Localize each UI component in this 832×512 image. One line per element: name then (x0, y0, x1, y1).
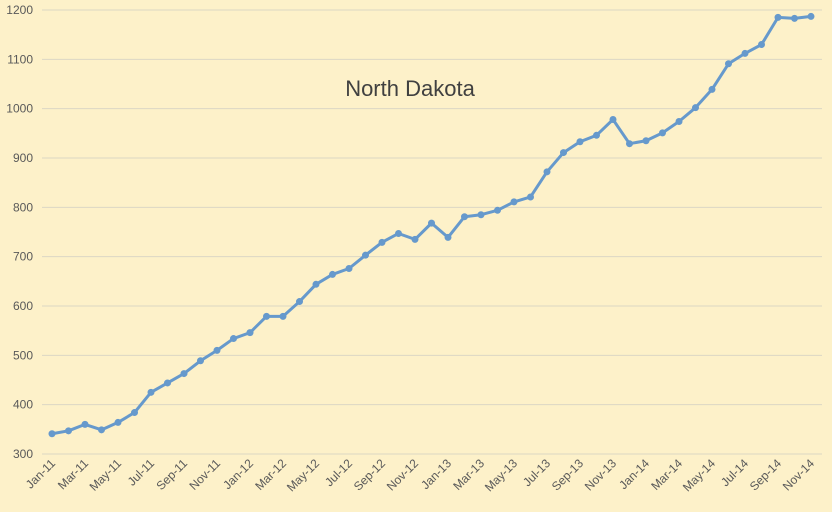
y-tick-label: 800 (13, 200, 33, 214)
point (642, 137, 650, 145)
x-tick-label: Nov-13 (582, 456, 619, 493)
x-tick-label: Sep-13 (549, 456, 586, 493)
x-tick-label: Mar-11 (55, 456, 91, 492)
point (758, 41, 765, 49)
point (312, 280, 320, 288)
x-tick-label: May-12 (284, 456, 322, 494)
y-tick-label: 300 (13, 447, 33, 461)
point (378, 238, 386, 246)
x-tick-label: Mar-12 (252, 456, 289, 493)
point (197, 357, 204, 365)
x-tick-label: Sep-14 (747, 456, 784, 493)
point (708, 85, 716, 93)
point (791, 14, 798, 22)
x-tick-label: Jan-11 (23, 456, 58, 491)
point (411, 235, 419, 243)
y-tick-label: 400 (13, 398, 33, 412)
point (626, 140, 633, 148)
y-tick-label: 700 (13, 250, 33, 264)
point (576, 138, 584, 146)
point (774, 13, 782, 21)
point (461, 213, 468, 221)
point (609, 116, 617, 124)
x-tick-label: Nov-14 (780, 456, 817, 493)
point (428, 219, 435, 227)
point (246, 329, 254, 337)
point (147, 388, 155, 396)
x-tick-label: May-14 (680, 456, 718, 494)
point (543, 168, 551, 176)
x-tick-label: Nov-11 (186, 456, 223, 493)
point (725, 60, 732, 68)
point (560, 149, 567, 157)
point (741, 49, 749, 57)
x-tick-label: Jan-12 (220, 456, 256, 492)
x-tick-label: Jan-13 (418, 456, 454, 492)
x-tick-label: Jan-14 (616, 456, 652, 492)
point (98, 426, 105, 434)
point (164, 379, 171, 387)
point (510, 198, 518, 206)
point (395, 229, 402, 237)
point (345, 265, 353, 273)
point (48, 430, 56, 438)
y-tick-label: 1100 (7, 52, 33, 66)
point (362, 251, 369, 259)
point (527, 193, 534, 201)
point (659, 129, 666, 137)
point (329, 270, 336, 278)
point (296, 298, 303, 306)
x-tick-label: May-13 (482, 456, 520, 494)
point (494, 206, 501, 214)
x-tick-label: Jul-11 (125, 456, 158, 489)
x-tick-label: May-11 (87, 456, 125, 494)
point (675, 117, 683, 125)
point (444, 233, 452, 241)
x-tick-label: Mar-14 (648, 456, 685, 493)
point (279, 312, 287, 320)
point (213, 346, 221, 354)
point (477, 211, 485, 219)
x-tick-label: Sep-12 (351, 456, 388, 493)
point (114, 418, 122, 426)
y-tick-label: 500 (13, 348, 33, 362)
point (230, 335, 237, 343)
x-tick-label: Mar-13 (450, 456, 487, 493)
x-tick-label: Sep-11 (153, 456, 190, 493)
point (263, 312, 270, 320)
point (65, 427, 72, 435)
chart-title: North Dakota (345, 76, 475, 101)
x-tick-label: Nov-12 (384, 456, 421, 493)
y-tick-label: 1000 (6, 102, 33, 116)
point (692, 104, 699, 112)
point (180, 370, 188, 378)
y-tick-label: 1200 (6, 3, 33, 17)
point (807, 12, 815, 20)
y-tick-label: 600 (13, 299, 33, 313)
y-tick-label: 900 (13, 151, 33, 165)
point (593, 131, 600, 139)
point (81, 420, 89, 428)
point (131, 409, 138, 417)
